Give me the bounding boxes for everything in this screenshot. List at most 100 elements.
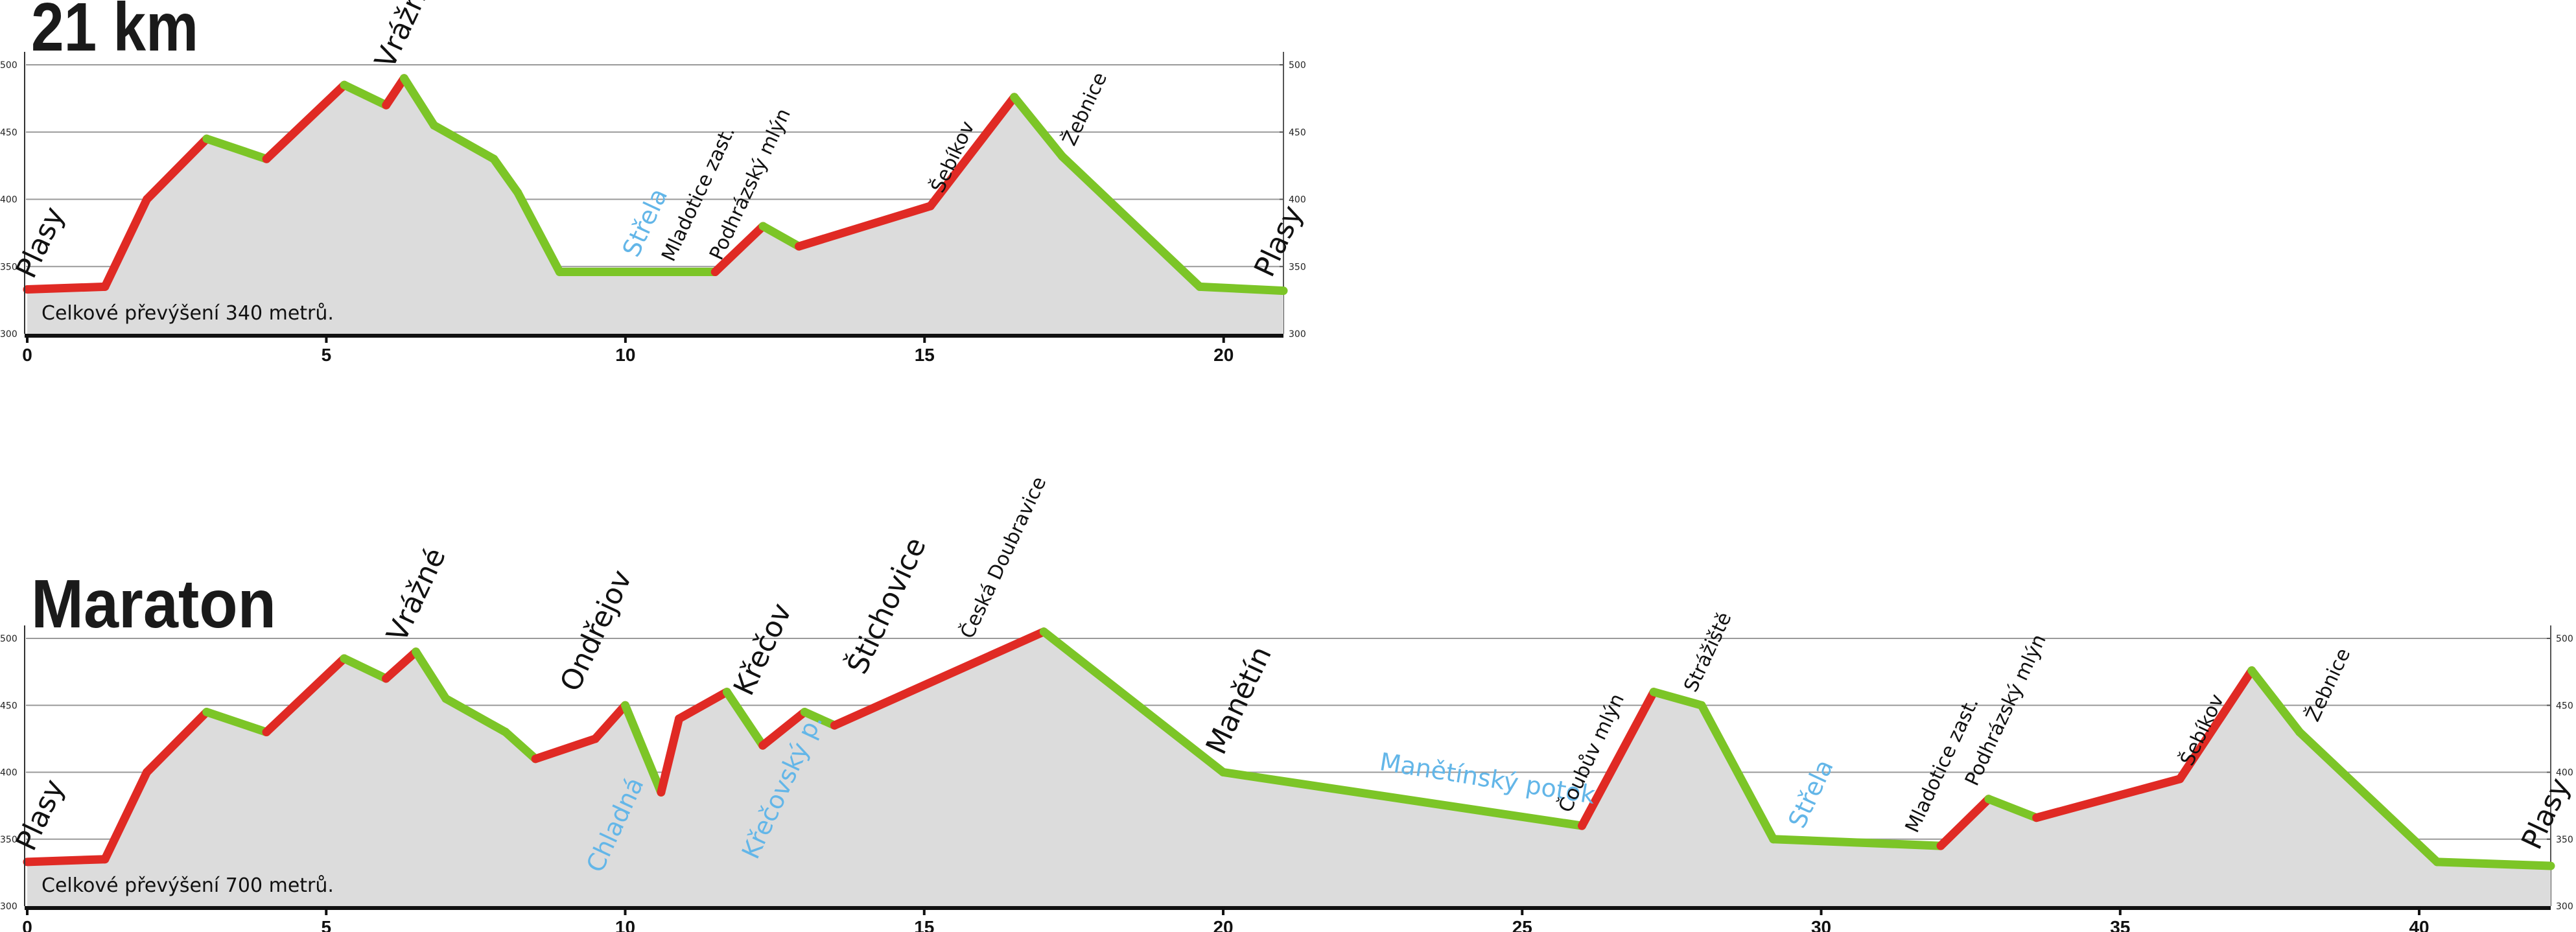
x-tick-label: 25 bbox=[1512, 917, 1532, 932]
profile-segment-descent bbox=[441, 694, 510, 737]
x-tick-label: 0 bbox=[22, 345, 32, 365]
profile-segment-descent bbox=[1010, 93, 1067, 161]
profile-segment-descent bbox=[1649, 688, 1706, 710]
y-tick-label-left: 450 bbox=[0, 128, 18, 138]
profile-segment-descent bbox=[2295, 728, 2442, 867]
profile-segment-ascent bbox=[100, 195, 152, 291]
profile-segment-descent bbox=[412, 647, 451, 703]
place-label: Manětín bbox=[1200, 641, 1278, 759]
profile-segment-ascent bbox=[758, 708, 809, 750]
y-tick-label-left: 500 bbox=[0, 60, 18, 71]
y-tick-label-right: 300 bbox=[1289, 329, 1306, 340]
profile-segment-ascent bbox=[382, 74, 408, 110]
chart-title-21km: 21 km bbox=[31, 0, 198, 65]
profile-segment-descent bbox=[621, 701, 666, 797]
profile-segment-descent bbox=[758, 222, 803, 251]
y-tick-label-right: 450 bbox=[1289, 128, 1306, 138]
profile-segment-descent bbox=[340, 80, 391, 110]
y-tick-label-left: 450 bbox=[0, 701, 18, 711]
y-tick-label-right: 350 bbox=[1289, 262, 1306, 272]
chart-title-maraton: Maraton bbox=[31, 566, 276, 642]
profile-segment-ascent bbox=[657, 714, 684, 797]
profile-segment-descent bbox=[1697, 701, 1778, 844]
x-tick-label: 10 bbox=[615, 917, 635, 932]
y-tick-label-right: 300 bbox=[2556, 902, 2573, 912]
profile-segment-descent bbox=[399, 74, 439, 130]
profile-segment-ascent bbox=[531, 734, 600, 763]
profile-segment-ascent bbox=[23, 282, 110, 294]
elevation-area-21km bbox=[27, 78, 1283, 334]
profile-segment-ascent bbox=[1936, 795, 1993, 850]
place-label: Štichovice bbox=[839, 532, 933, 679]
x-tick-label: 0 bbox=[22, 917, 32, 932]
y-tick-label-left: 300 bbox=[0, 902, 18, 912]
y-tick-label-left: 500 bbox=[0, 634, 18, 644]
profile-segment-ascent bbox=[262, 80, 349, 163]
place-label: Žebnice bbox=[2301, 644, 2355, 725]
profile-segment-ascent bbox=[1578, 688, 1658, 830]
x-tick-label: 30 bbox=[1811, 917, 1831, 932]
y-tick-label-right: 500 bbox=[2556, 634, 2573, 644]
profile-segment-ascent bbox=[710, 222, 767, 277]
y-tick-label-right: 400 bbox=[1289, 195, 1306, 205]
profile-segment-descent bbox=[513, 188, 564, 277]
profile-segment-ascent bbox=[382, 647, 421, 683]
x-tick-label: 15 bbox=[914, 917, 934, 932]
x-tick-label: 20 bbox=[1213, 345, 1234, 365]
place-label: Žebnice bbox=[1058, 69, 1112, 149]
place-label: Vrážné bbox=[381, 543, 452, 647]
y-tick-label-right: 400 bbox=[2556, 768, 2573, 778]
profile-segment-descent bbox=[202, 708, 271, 737]
place-label: Vrážné bbox=[369, 0, 441, 73]
x-tick-label: 35 bbox=[2110, 917, 2130, 932]
x-tick-label: 40 bbox=[2409, 917, 2429, 932]
y-tick-label-left: 400 bbox=[0, 195, 18, 205]
y-tick-label-left: 350 bbox=[0, 262, 18, 272]
total-ascent-note-21km: Celkové převýšení 340 metrů. bbox=[41, 302, 334, 325]
y-tick-label-left: 350 bbox=[0, 835, 18, 845]
x-tick-label: 10 bbox=[615, 345, 635, 365]
profile-segment-descent bbox=[202, 134, 271, 163]
place-label: Ondřejov bbox=[554, 565, 638, 697]
chart-21km: 21 km 300 300 350 350 400 400 450 450 500 500 0 5 1… bbox=[0, 0, 1309, 365]
y-tick-label-left: 300 bbox=[0, 329, 18, 340]
x-tick-label: 5 bbox=[321, 917, 331, 932]
profile-segment-descent bbox=[430, 121, 498, 163]
total-ascent-note-maraton: Celkové převýšení 700 metrů. bbox=[41, 874, 334, 897]
y-tick-label-right: 350 bbox=[2556, 835, 2573, 845]
profile-segment-ascent bbox=[143, 708, 211, 776]
profile-segment-descent bbox=[1195, 282, 1288, 296]
profile-segment-descent bbox=[2433, 857, 2555, 870]
profile-segment-descent bbox=[489, 154, 522, 197]
place-label: Plasy bbox=[10, 775, 71, 856]
x-tick-label: 5 bbox=[322, 345, 332, 365]
profile-segment-ascent bbox=[926, 93, 1019, 211]
place-label: Křečov bbox=[727, 598, 799, 701]
profile-segment-descent bbox=[2247, 666, 2304, 737]
place-label: Plasy bbox=[10, 202, 71, 283]
y-tick-label-left: 400 bbox=[0, 768, 18, 778]
x-tick-label: 20 bbox=[1213, 917, 1233, 932]
place-label: Strážiště bbox=[1680, 609, 1736, 695]
profile-segment-descent bbox=[1984, 795, 2041, 822]
profile-segment-ascent bbox=[2175, 666, 2256, 784]
profile-segment-ascent bbox=[675, 688, 731, 723]
y-tick-label-right: 500 bbox=[1289, 60, 1306, 71]
profile-segment-descent bbox=[1058, 152, 1204, 291]
profile-segment-ascent bbox=[2032, 775, 2184, 822]
profile-segment-descent bbox=[340, 654, 391, 683]
water-label: Střela bbox=[1783, 755, 1839, 832]
profile-segment-ascent bbox=[262, 654, 349, 737]
profile-segment-descent bbox=[1039, 627, 1228, 776]
y-tick-label-right: 450 bbox=[2556, 701, 2573, 711]
profile-segment-descent bbox=[501, 728, 540, 763]
chart-maraton: Maraton 300 300 350 350 400 400 450 450 500 500 0… bbox=[0, 472, 2576, 932]
profile-segment-descent bbox=[1769, 835, 1945, 850]
x-tick-label: 15 bbox=[915, 345, 935, 365]
profile-segment-ascent bbox=[591, 701, 630, 743]
profile-segment-descent bbox=[722, 688, 767, 750]
profile-segment-descent bbox=[1219, 768, 1587, 830]
profile-segment-ascent bbox=[100, 768, 152, 864]
elevation-area-maraton bbox=[27, 631, 2551, 906]
